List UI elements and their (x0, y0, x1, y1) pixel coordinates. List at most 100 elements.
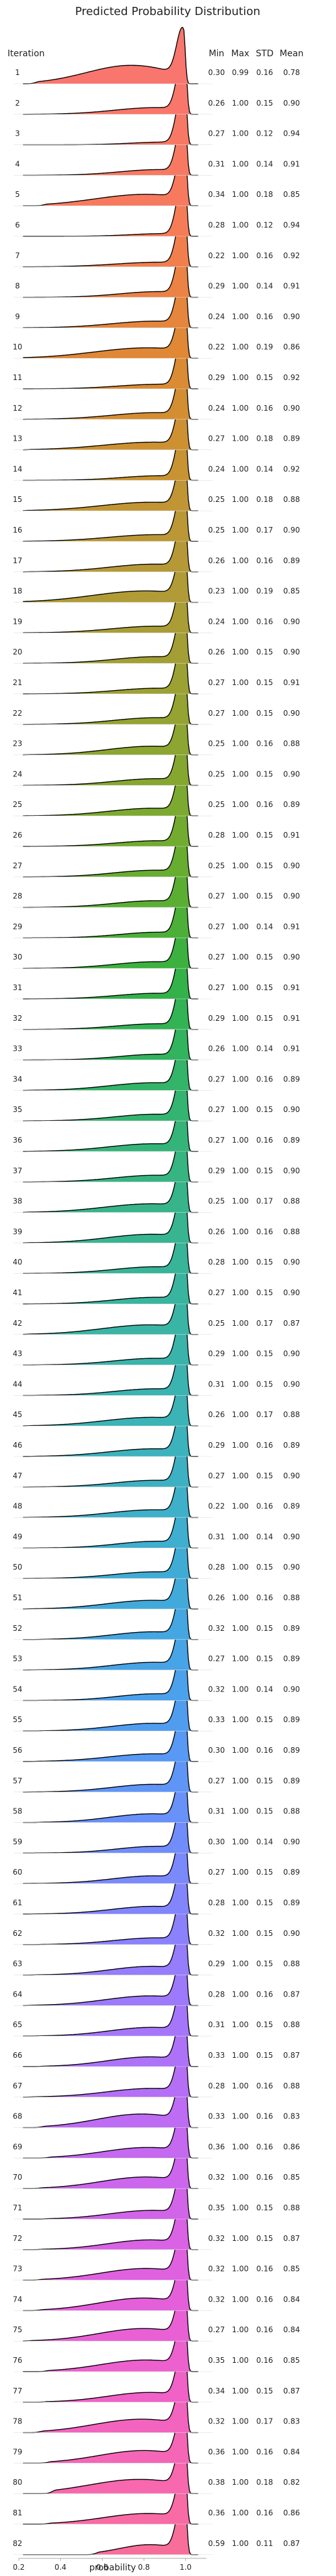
ridge-row: 22 0.27 1.00 0.15 0.90 (13, 667, 300, 725)
stat-max: 1.00 (232, 1319, 249, 1328)
iteration-label: 71 (13, 2203, 22, 2212)
stat-mean: 0.85 (283, 2173, 300, 2182)
ridge-area (23, 149, 198, 206)
stat-max: 1.00 (232, 587, 249, 596)
stat-std: 0.15 (257, 1960, 273, 1968)
iteration-label: 46 (13, 1441, 22, 1450)
iteration-label: 37 (13, 1166, 22, 1175)
ridge-row: 26 0.28 1.00 0.15 0.91 (13, 789, 300, 847)
stat-max: 1.00 (232, 1655, 249, 1663)
ridge-row: 13 0.27 1.00 0.18 0.89 (13, 393, 300, 451)
ridge-row: 21 0.27 1.00 0.15 0.91 (13, 637, 300, 694)
ridge-outline (23, 1064, 198, 1121)
stat-min: 0.27 (208, 1288, 225, 1297)
stat-std: 0.18 (257, 434, 273, 443)
ridge-row: 29 0.27 1.00 0.14 0.91 (13, 881, 300, 939)
x-tick-label: 0.8 (138, 2563, 150, 2572)
stat-mean: 0.89 (283, 1624, 300, 1633)
stat-max: 1.00 (232, 526, 249, 534)
stat-min: 0.59 (208, 2539, 225, 2548)
ridge-area (23, 1034, 198, 1091)
stat-mean: 0.78 (283, 68, 300, 77)
ridge-row: 41 0.27 1.00 0.15 0.90 (13, 1247, 300, 1305)
ridge-outline (23, 2345, 198, 2403)
ridge-outline (23, 1583, 198, 1640)
stat-std: 0.15 (257, 1258, 273, 1266)
stat-mean: 0.92 (283, 251, 300, 260)
stat-std: 0.16 (257, 2142, 273, 2151)
stat-mean: 0.90 (283, 1532, 300, 1541)
ridge-row: 79 0.36 1.00 0.16 0.84 (13, 2406, 300, 2464)
stat-mean: 0.88 (283, 1410, 300, 1419)
stat-std: 0.15 (257, 1929, 273, 1938)
stat-std: 0.14 (257, 1045, 273, 1053)
iteration-label: 75 (13, 2325, 22, 2334)
ridge-row: 34 0.27 1.00 0.16 0.89 (13, 1033, 300, 1091)
stat-min: 0.22 (208, 251, 225, 260)
stat-mean: 0.90 (283, 1166, 300, 1175)
ridge-row: 28 0.27 1.00 0.15 0.90 (13, 850, 300, 908)
stat-mean: 0.84 (283, 2447, 300, 2456)
stat-max: 1.00 (232, 953, 249, 961)
stat-mean: 0.90 (283, 312, 300, 321)
ridge-outline (23, 2406, 198, 2464)
stat-std: 0.14 (257, 1837, 273, 1846)
ridge-row: 35 0.27 1.00 0.15 0.90 (13, 1064, 300, 1121)
stat-min: 0.27 (208, 1868, 225, 1877)
stat-mean: 0.87 (283, 2234, 300, 2243)
ridge-outline (23, 2253, 198, 2312)
stat-mean: 0.82 (283, 2478, 300, 2487)
iteration-label: 72 (13, 2234, 22, 2243)
stat-min: 0.27 (208, 1471, 225, 1480)
iteration-label: 50 (13, 1563, 22, 1571)
stat-min: 0.27 (208, 129, 225, 138)
stat-max: 1.00 (232, 129, 249, 138)
stat-max: 1.00 (232, 99, 249, 108)
stat-max: 1.00 (232, 1532, 249, 1541)
stat-max: 1.00 (232, 2478, 249, 2487)
ridge-outline (23, 1400, 198, 1457)
iteration-label: 80 (13, 2478, 22, 2487)
stat-min: 0.26 (208, 99, 225, 108)
ridge-area (23, 1003, 198, 1060)
ridge-outline (23, 1521, 198, 1579)
stat-std: 0.16 (257, 1075, 273, 1083)
ridge-outline (23, 1033, 198, 1091)
ridge-row: 42 0.25 1.00 0.17 0.87 (13, 1278, 300, 1335)
ridge-area (23, 820, 198, 877)
stat-min: 0.27 (208, 1136, 225, 1145)
stat-min: 0.27 (208, 1075, 225, 1083)
stat-min: 0.24 (208, 617, 225, 626)
iteration-label: 14 (13, 464, 22, 473)
stat-mean: 0.91 (283, 159, 300, 168)
stat-min: 0.26 (208, 556, 225, 565)
stat-min: 0.27 (208, 1777, 225, 1785)
stat-max: 1.00 (232, 464, 249, 473)
iteration-label: 44 (13, 1380, 22, 1388)
iteration-label: 30 (13, 953, 22, 961)
ridge-row: 77 0.34 1.00 0.15 0.87 (13, 2345, 300, 2403)
column-header-min: Min (209, 49, 225, 59)
ridge-row: 49 0.31 1.00 0.14 0.90 (13, 1491, 300, 1549)
ridge-row: 53 0.27 1.00 0.15 0.89 (13, 1613, 300, 1671)
stat-max: 1.00 (232, 861, 249, 870)
stat-min: 0.27 (208, 983, 225, 992)
stat-mean: 0.90 (283, 1929, 300, 1938)
iteration-label: 26 (13, 831, 22, 839)
stat-min: 0.32 (208, 2417, 225, 2426)
iteration-label: 17 (13, 556, 22, 565)
ridge-row: 60 0.27 1.00 0.15 0.89 (13, 1827, 300, 1884)
stat-max: 1.00 (232, 739, 249, 748)
stat-mean: 0.91 (283, 282, 300, 291)
ridge-row: 32 0.29 1.00 0.15 0.91 (13, 972, 300, 1030)
iteration-label: 54 (13, 1685, 22, 1693)
stat-max: 1.00 (232, 2203, 249, 2212)
ridge-outline (23, 1613, 198, 1671)
stat-min: 0.36 (208, 2142, 225, 2151)
ridge-outline (23, 576, 198, 634)
iteration-label: 8 (15, 282, 20, 291)
stat-max: 1.00 (232, 2082, 249, 2090)
ridge-row: 71 0.35 1.00 0.15 0.88 (13, 2162, 300, 2220)
x-tick-label: 0.4 (54, 2563, 66, 2572)
stat-max: 1.00 (232, 2051, 249, 2060)
